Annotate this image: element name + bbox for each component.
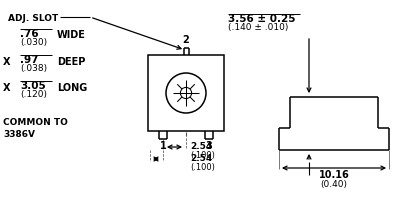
Text: WIDE: WIDE [57, 30, 86, 40]
Text: .97: .97 [20, 55, 38, 65]
Text: (0.40): (0.40) [320, 180, 348, 189]
Text: 3.05: 3.05 [20, 81, 46, 91]
Text: 2.54: 2.54 [190, 154, 212, 163]
Text: COMMON TO: COMMON TO [3, 118, 68, 127]
Text: 3386V: 3386V [3, 130, 35, 139]
Text: X: X [3, 83, 10, 93]
Text: (.100): (.100) [190, 151, 215, 160]
Text: 3: 3 [206, 141, 212, 151]
Circle shape [180, 87, 192, 99]
Text: 10.16: 10.16 [319, 170, 349, 180]
Text: X: X [3, 57, 10, 67]
Text: (.030): (.030) [20, 38, 47, 47]
Text: 3.56 ± 0.25: 3.56 ± 0.25 [228, 14, 296, 24]
Text: ADJ. SLOT: ADJ. SLOT [8, 14, 58, 23]
Bar [148, 55, 224, 131]
Text: (.120): (.120) [20, 90, 47, 99]
Text: 2: 2 [183, 35, 189, 45]
Text: (.038): (.038) [20, 64, 47, 73]
Text: (.140 ± .010): (.140 ± .010) [228, 23, 288, 32]
Circle shape [166, 73, 206, 113]
Text: 1: 1 [160, 141, 166, 151]
Text: DEEP: DEEP [57, 57, 85, 67]
Text: LONG: LONG [57, 83, 87, 93]
Text: 2.54: 2.54 [190, 142, 212, 151]
Text: .76: .76 [20, 29, 39, 39]
Text: (.100): (.100) [190, 163, 215, 172]
